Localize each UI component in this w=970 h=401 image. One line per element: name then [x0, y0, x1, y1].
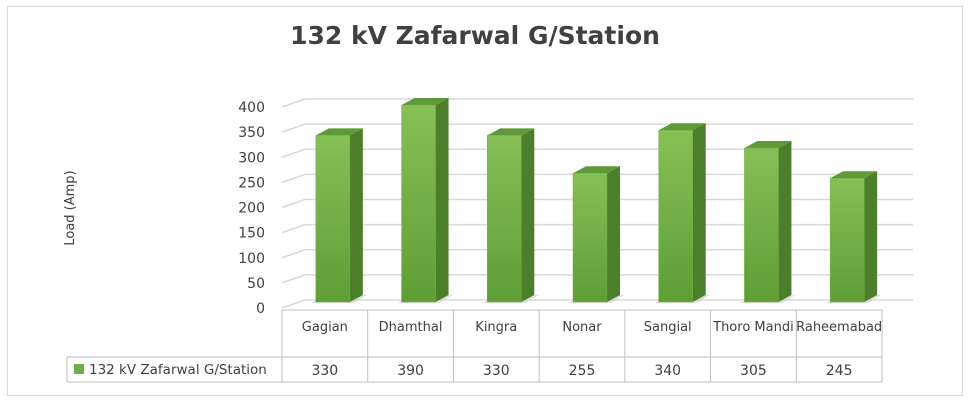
- grid-line: [281, 123, 913, 133]
- legend-label: 132 kV Zafarwal G/Station: [89, 362, 267, 378]
- bar-top: [830, 171, 878, 179]
- table-value: 390: [397, 363, 424, 379]
- bar-top: [401, 98, 449, 106]
- grid-line: [281, 223, 913, 234]
- bar-side: [349, 128, 363, 302]
- bar: [401, 104, 436, 303]
- bar-top: [487, 128, 535, 136]
- bar-side: [607, 166, 620, 302]
- y-tick-label: 250: [238, 175, 265, 191]
- bar: [744, 147, 779, 303]
- x-tick-label: Sangial: [644, 320, 692, 335]
- bar-side: [435, 98, 449, 302]
- table-value: 340: [654, 363, 681, 379]
- bar: [572, 172, 608, 303]
- grid-line: [281, 148, 913, 158]
- x-tick-label: Kingra: [475, 320, 517, 335]
- bar-top: [315, 128, 363, 136]
- x-tick-label: Thoro Mandi: [712, 320, 794, 335]
- grid-line: [281, 274, 913, 284]
- y-tick-label: 350: [238, 125, 265, 141]
- grid-line: [281, 198, 913, 209]
- bar-top: [658, 123, 706, 131]
- chart-border: [7, 6, 963, 396]
- table-value: 255: [569, 363, 596, 379]
- grid-line: [281, 98, 913, 108]
- y-tick-label: 150: [238, 226, 265, 242]
- chart-title: 132 kV Zafarwal G/Station: [290, 21, 660, 50]
- x-tick-label: Raheemabad: [796, 320, 882, 335]
- table-value: 330: [483, 363, 510, 379]
- bar: [315, 135, 351, 303]
- y-tick-label: 0: [256, 301, 265, 317]
- table-value: 245: [826, 363, 853, 379]
- bar-top: [744, 140, 792, 148]
- table-value: 330: [311, 363, 338, 379]
- y-axis-label: Load (Amp): [63, 170, 78, 245]
- grid-line: [281, 173, 913, 184]
- y-tick-label: 300: [238, 150, 265, 166]
- bar-top: [573, 166, 620, 174]
- bar-side: [864, 171, 878, 302]
- bar: [829, 178, 865, 303]
- bar-side: [778, 140, 792, 302]
- bar-side: [521, 128, 535, 302]
- y-tick-label: 400: [238, 100, 265, 116]
- y-tick-label: 200: [238, 201, 265, 217]
- x-tick-label: Nonar: [562, 320, 602, 335]
- grid-line: [281, 299, 913, 309]
- x-tick-label: Gagian: [302, 320, 348, 335]
- bar: [487, 135, 522, 303]
- y-tick-label: 50: [247, 276, 265, 292]
- bar: [658, 130, 693, 303]
- x-tick-label: Dhamthal: [379, 320, 443, 335]
- y-tick-label: 100: [238, 251, 265, 267]
- legend-swatch: [74, 364, 84, 374]
- table-value: 305: [740, 363, 767, 379]
- grid-line: [281, 249, 913, 259]
- bar-side: [692, 123, 706, 302]
